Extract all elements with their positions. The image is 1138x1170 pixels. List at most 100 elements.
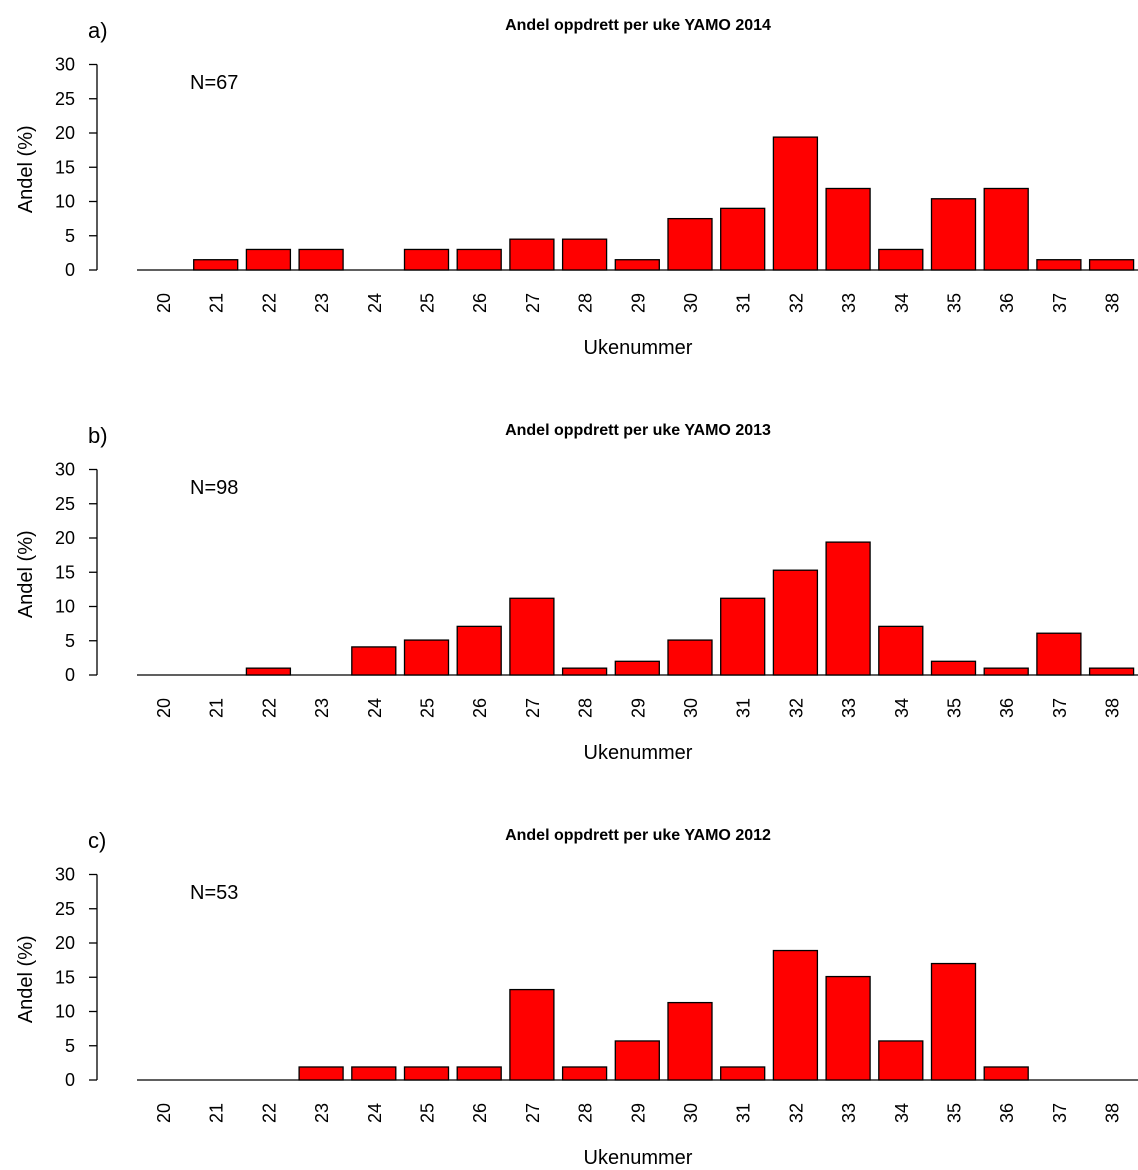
x-tick-label: 29	[628, 1103, 648, 1123]
x-tick-label: 30	[681, 1103, 701, 1123]
x-tick-label: 26	[470, 698, 490, 718]
y-tick-label: 0	[65, 665, 75, 685]
bar-week-31	[720, 597, 766, 676]
y-tick-label: 20	[55, 528, 75, 548]
x-tick-label: 21	[207, 698, 227, 718]
bar-week-26	[456, 625, 502, 676]
bar-week-28	[561, 667, 608, 676]
bar-week-22	[245, 248, 292, 271]
bar-week-27	[509, 988, 555, 1081]
x-tick-label: 23	[312, 698, 332, 718]
bar-week-26	[456, 1066, 502, 1081]
x-tick-label: 36	[997, 698, 1017, 718]
bar-week-21	[193, 259, 239, 271]
x-tick-label: 21	[207, 1103, 227, 1123]
bar-week-32	[772, 569, 819, 676]
x-tick-label: 35	[945, 293, 965, 313]
bar-week-30	[667, 639, 713, 676]
x-tick-label: 21	[207, 293, 227, 313]
bar-week-24	[351, 1066, 397, 1081]
x-tick-label: 31	[734, 1103, 754, 1123]
bar-week-22	[245, 667, 292, 676]
y-axis-label: Andel (%)	[15, 530, 37, 618]
bar-week-32	[772, 949, 819, 1081]
panel-label: a)	[88, 18, 108, 43]
x-axis-label: Ukenummer	[584, 742, 693, 764]
x-tick-label: 37	[1050, 293, 1070, 313]
y-axis-label: Andel (%)	[15, 125, 37, 213]
x-tick-label: 28	[576, 698, 596, 718]
bar-week-28	[561, 238, 608, 271]
x-tick-label: 25	[418, 1103, 438, 1123]
x-tick-label: 33	[839, 293, 859, 313]
panel-label: b)	[88, 423, 108, 448]
x-tick-label: 37	[1050, 698, 1070, 718]
bar-week-37	[1036, 632, 1082, 676]
x-tick-label: 29	[628, 293, 648, 313]
chart-panel-2: b) Andel oppdrett per uke YAMO 2013 N=98 0 5…	[15, 422, 1138, 764]
bar-week-33	[825, 187, 871, 271]
chart-panel-1: a) Andel oppdrett per uke YAMO 2014 N=67 0 5…	[15, 17, 1138, 359]
x-tick-label: 24	[365, 1103, 385, 1123]
bar-week-26	[456, 248, 502, 271]
x-tick-label: 22	[259, 698, 279, 718]
x-tick-label: 22	[259, 1103, 279, 1123]
y-tick-label: 30	[55, 865, 75, 885]
bar-week-29	[614, 660, 660, 676]
x-tick-label: 36	[997, 293, 1017, 313]
x-tick-label: 27	[523, 293, 543, 313]
bar-week-27	[509, 238, 555, 271]
bar-week-36	[983, 1066, 1029, 1081]
bar-week-35	[930, 660, 977, 676]
bar-week-34	[878, 248, 924, 271]
bar-week-35	[930, 198, 977, 271]
bar-week-37	[1036, 259, 1082, 271]
bar-week-30	[667, 217, 713, 271]
bar-week-32	[772, 136, 819, 271]
bar-week-31	[720, 207, 766, 271]
y-tick-label: 15	[55, 157, 75, 177]
x-tick-label: 36	[997, 1103, 1017, 1123]
x-tick-label: 26	[470, 293, 490, 313]
y-tick-label: 25	[55, 494, 75, 514]
bar-week-38	[1088, 667, 1135, 676]
x-tick-label: 30	[681, 698, 701, 718]
bar-week-30	[667, 1001, 713, 1081]
bar-week-25	[403, 639, 450, 676]
chart-title: Andel oppdrett per uke YAMO 2013	[505, 422, 771, 439]
bar-week-36	[983, 667, 1029, 676]
bar-week-29	[614, 259, 660, 271]
bar-week-29	[614, 1040, 660, 1081]
bar-week-33	[825, 975, 871, 1081]
x-tick-label: 25	[418, 698, 438, 718]
x-tick-label: 30	[681, 293, 701, 313]
bar-week-23	[298, 1066, 344, 1081]
chart-panel-3: c) Andel oppdrett per uke YAMO 2012 N=53 0 5…	[15, 827, 1138, 1169]
y-tick-label: 0	[65, 260, 75, 280]
y-tick-label: 30	[55, 460, 75, 480]
y-tick-label: 5	[65, 631, 75, 651]
x-tick-label: 33	[839, 698, 859, 718]
y-tick-label: 25	[55, 89, 75, 109]
x-tick-label: 32	[786, 293, 806, 313]
y-tick-label: 10	[55, 597, 75, 617]
bar-week-28	[561, 1066, 608, 1081]
x-tick-label: 23	[312, 293, 332, 313]
bar-week-25	[403, 248, 450, 271]
y-tick-label: 15	[55, 967, 75, 987]
x-tick-label: 34	[892, 293, 912, 313]
x-tick-label: 38	[1103, 698, 1123, 718]
x-tick-label: 37	[1050, 1103, 1070, 1123]
x-axis-label: Ukenummer	[584, 337, 693, 359]
x-tick-label: 24	[365, 698, 385, 718]
x-tick-label: 20	[154, 698, 174, 718]
x-tick-label: 35	[945, 698, 965, 718]
x-tick-label: 38	[1103, 1103, 1123, 1123]
bar-week-25	[403, 1066, 450, 1081]
bar-week-23	[298, 248, 344, 271]
bar-week-27	[509, 597, 555, 676]
bar-week-34	[878, 1040, 924, 1081]
x-tick-label: 20	[154, 1103, 174, 1123]
x-tick-label: 35	[945, 1103, 965, 1123]
